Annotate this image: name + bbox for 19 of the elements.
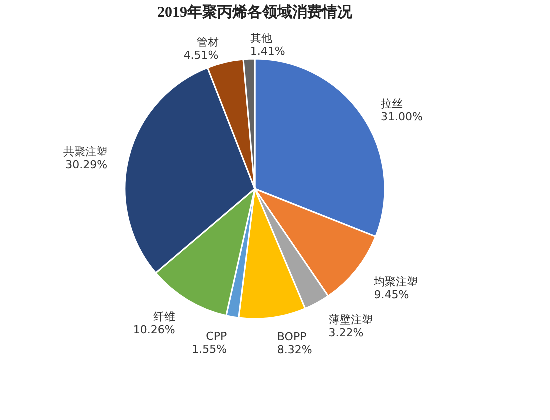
- slice-label: 薄壁注塑: [328, 314, 373, 327]
- data-label: 30.29%: [66, 158, 108, 172]
- data-label: 31.00%: [381, 110, 424, 124]
- chart-title: 2019年聚丙烯各领域消费情况: [158, 4, 354, 21]
- data-label: 1.55%: [192, 342, 228, 356]
- slice-label: 其他: [250, 32, 272, 46]
- slice-label: BOPP: [277, 330, 308, 344]
- data-label: 10.26%: [133, 323, 176, 336]
- data-label: 9.45%: [374, 288, 410, 302]
- slice-label: CPP: [206, 330, 228, 343]
- slice-label: 拉丝: [381, 98, 404, 111]
- slice-label: 均聚注塑: [373, 276, 418, 289]
- data-label: 4.51%: [184, 48, 219, 62]
- data-label: 8.32%: [277, 344, 312, 357]
- data-label: 1.41%: [250, 45, 286, 58]
- slice-label: 共聚注塑: [64, 145, 108, 158]
- slice-label: 纤维: [153, 310, 176, 324]
- slice-label: 管材: [196, 36, 219, 49]
- data-label: 3.22%: [328, 326, 364, 340]
